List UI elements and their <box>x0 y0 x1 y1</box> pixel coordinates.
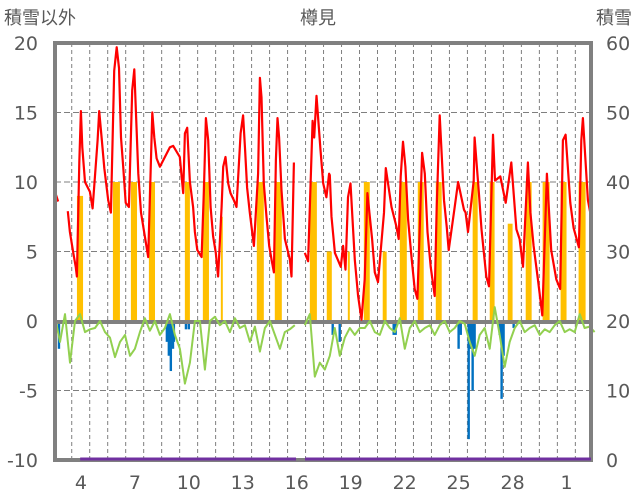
x-tick-label: 4 <box>75 472 87 494</box>
orange-bars <box>76 182 586 321</box>
red-line-segment <box>303 94 593 321</box>
x-tick-label: 7 <box>129 472 141 494</box>
green-line-segment <box>303 306 596 378</box>
blue-bar <box>169 321 173 372</box>
blue-bar <box>167 321 171 356</box>
orange-bar <box>184 182 190 321</box>
orange-bar <box>148 182 156 321</box>
orange-bar <box>326 251 332 321</box>
orange-bar <box>309 182 317 321</box>
right-tick-label: 50 <box>606 103 630 125</box>
left-axis-ticks: 20 15 10 5 0 -5 -10 <box>7 33 38 472</box>
blue-bar <box>184 321 188 330</box>
left-tick-label: 15 <box>14 103 38 125</box>
blue-bar <box>498 321 501 335</box>
left-tick-label: 0 <box>26 311 38 333</box>
blue-bar <box>187 321 191 330</box>
blue-bar <box>457 321 460 349</box>
orange-bar <box>507 223 513 321</box>
orange-bar <box>363 182 370 321</box>
x-tick-label: 16 <box>285 472 309 494</box>
orange-bar <box>435 182 442 321</box>
orange-bar <box>542 182 550 321</box>
chart-title: 樽見 <box>300 8 336 29</box>
x-tick-label: 19 <box>339 472 363 494</box>
right-axis-title: 積雪 <box>596 8 632 29</box>
blue-bar <box>392 321 395 335</box>
left-tick-label: -5 <box>19 381 38 403</box>
blue-bar <box>471 321 474 391</box>
blue-bar <box>467 321 470 440</box>
green-series <box>54 306 596 385</box>
orange-bar <box>256 182 264 321</box>
orange-bar <box>202 182 209 321</box>
blue-bar <box>338 321 341 342</box>
x-tick-label: 13 <box>231 472 255 494</box>
left-tick-label: -10 <box>7 450 38 472</box>
right-tick-label: 10 <box>606 381 630 403</box>
orange-bar <box>220 216 223 321</box>
left-tick-label: 5 <box>26 242 38 264</box>
left-tick-label: 20 <box>14 33 38 55</box>
orange-bar <box>417 182 424 321</box>
x-tick-label: 28 <box>500 472 524 494</box>
orange-bar <box>399 182 407 321</box>
right-tick-label: 20 <box>606 311 630 333</box>
orange-bar <box>274 182 282 321</box>
orange-bar <box>112 182 120 321</box>
right-tick-label: 0 <box>606 450 618 472</box>
orange-bar <box>525 182 532 321</box>
blue-bar <box>459 321 462 335</box>
green-line-segment <box>54 313 296 385</box>
blue-bar <box>469 321 472 349</box>
blue-bar <box>500 321 503 399</box>
orange-bar <box>560 182 567 321</box>
orange-bar <box>578 182 586 321</box>
blue-bar <box>331 321 334 335</box>
orange-bar <box>472 182 478 321</box>
x-axis-ticks: 4 7 10 13 16 19 22 25 28 1 <box>75 472 573 494</box>
blue-bar <box>473 321 476 349</box>
x-tick-label: 22 <box>393 472 417 494</box>
blue-bar <box>502 321 505 356</box>
x-tick-label: 10 <box>177 472 201 494</box>
red-line-segment <box>66 46 295 278</box>
x-tick-label: 25 <box>447 472 471 494</box>
blue-bar <box>512 321 515 328</box>
blue-bar <box>165 321 169 342</box>
orange-bar <box>489 182 495 321</box>
orange-bar <box>382 251 387 321</box>
orange-bar <box>76 195 84 321</box>
left-axis-title: 積雪以外 <box>4 8 76 29</box>
right-tick-label: 40 <box>606 172 630 194</box>
left-tick-label: 10 <box>14 172 38 194</box>
right-axis-ticks: 60 50 40 30 20 10 0 <box>606 33 630 472</box>
orange-bar <box>347 251 350 321</box>
orange-bar <box>130 182 138 321</box>
right-tick-label: 30 <box>606 242 630 264</box>
x-tick-label: 1 <box>560 472 572 494</box>
right-tick-label: 60 <box>606 33 630 55</box>
